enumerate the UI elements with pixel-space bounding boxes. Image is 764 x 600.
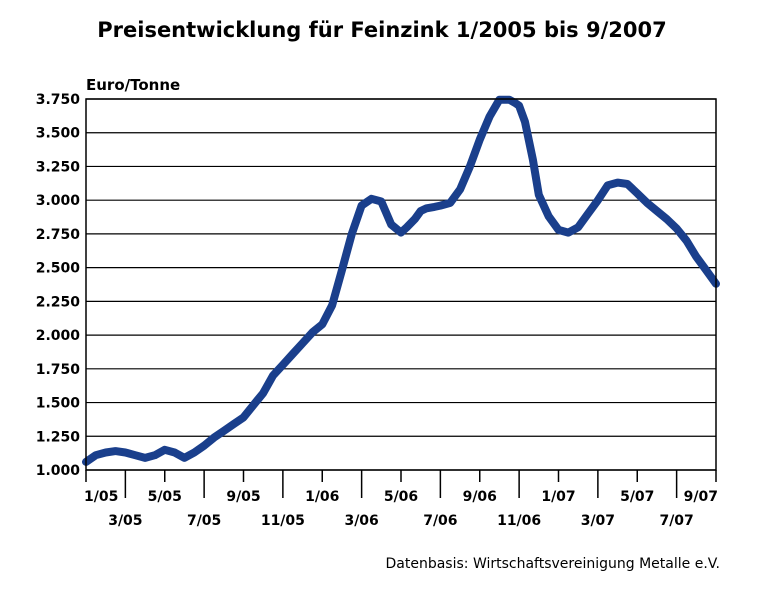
x-tick-label: 1/05 bbox=[84, 489, 118, 505]
y-tick-label: 3.000 bbox=[36, 193, 81, 209]
y-tick-label: 1.750 bbox=[36, 362, 81, 378]
y-tick-label: 3.750 bbox=[36, 92, 81, 108]
y-tick-label: 2.250 bbox=[36, 294, 81, 310]
x-tick-label: 1/07 bbox=[541, 489, 575, 505]
y-tick-label: 3.500 bbox=[36, 126, 81, 142]
y-tick-label: 1.250 bbox=[36, 429, 81, 445]
gridlines bbox=[86, 98, 716, 471]
x-tick-label: 11/06 bbox=[497, 513, 541, 529]
x-tick-label: 3/07 bbox=[581, 513, 615, 529]
plot-frame bbox=[85, 98, 717, 471]
x-tick-label: 9/05 bbox=[226, 489, 260, 505]
x-tick-label: 9/07 bbox=[684, 489, 718, 505]
y-tick-label: 2.750 bbox=[36, 227, 81, 243]
x-tick-label: 7/06 bbox=[423, 513, 457, 529]
y-tick-labels: 1.000 1.250 1.500 1.750 2.000 2.250 2.500 2.750… bbox=[36, 92, 81, 479]
y-tick-label: 2.000 bbox=[36, 328, 81, 344]
y-tick-label: 1.500 bbox=[36, 396, 81, 412]
x-tick-label: 5/06 bbox=[384, 489, 418, 505]
y-tick-label: 2.500 bbox=[36, 261, 81, 277]
x-tick-label: 1/06 bbox=[305, 489, 339, 505]
y-tick-label: 1.000 bbox=[36, 463, 81, 479]
x-tick-label: 9/06 bbox=[463, 489, 497, 505]
series-line bbox=[82, 95, 720, 466]
x-tick-label: 3/06 bbox=[344, 513, 378, 529]
data-source: Datenbasis: Wirtschaftsvereinigung Metal… bbox=[385, 556, 721, 572]
x-tick-label: 5/05 bbox=[148, 489, 182, 505]
x-tick-label: 7/05 bbox=[187, 513, 221, 529]
x-tick-label: 3/05 bbox=[108, 513, 142, 529]
y-axis-label: Euro/Tonne bbox=[86, 76, 180, 94]
x-tick-label: 7/07 bbox=[659, 513, 693, 529]
x-tick-label: 11/05 bbox=[261, 513, 305, 529]
y-tick-label: 3.250 bbox=[36, 159, 81, 175]
x-tick-label: 5/07 bbox=[620, 489, 654, 505]
chart-title: Preisentwicklung für Feinzink 1/2005 bis… bbox=[97, 18, 667, 42]
